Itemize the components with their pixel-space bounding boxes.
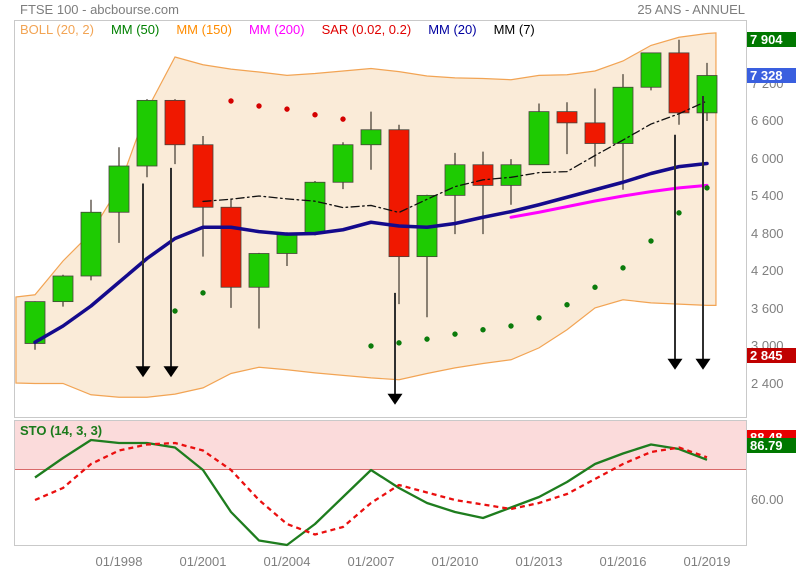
x-axis-label: 01/2007 <box>347 554 395 569</box>
y-axis-label: 3 600 <box>751 300 784 316</box>
legend-item: SAR (0.02, 0.2) <box>321 22 412 37</box>
y-axis-label: 5 400 <box>751 188 784 203</box>
stochastic-panel[interactable] <box>14 420 747 546</box>
stochastic-k-badge: 86.79 <box>747 438 796 453</box>
y-axis-label: 4 200 <box>751 263 784 278</box>
legend-item: MM (200) <box>248 22 305 37</box>
legend-item: MM (50) <box>110 22 160 37</box>
x-axis-label: 01/2001 <box>179 554 227 569</box>
y-axis-label: 2 400 <box>751 375 784 391</box>
indicator-legend: BOLL (20, 2) MM (50) MM (150) MM (200) SAR (… <box>20 22 535 37</box>
stochastic-label: STO (14, 3, 3) <box>20 423 103 438</box>
period-label: 25 ANS - ANNUEL <box>637 2 745 17</box>
legend-item: MM (150) <box>176 22 232 37</box>
low-price-badge: 2 845 <box>747 348 796 364</box>
last-price-badge: 7 328 <box>747 68 796 83</box>
x-axis-label: 01/2013 <box>515 554 563 569</box>
y-axis-label: 6 000 <box>751 150 784 166</box>
overbought-zone <box>15 421 746 470</box>
high-price-badge: 7 904 <box>747 32 796 47</box>
x-axis-label: 01/2010 <box>431 554 479 569</box>
x-axis-label: 01/2016 <box>599 554 647 569</box>
y-axis-label: 6 600 <box>751 113 784 128</box>
main-price-panel[interactable] <box>14 20 747 418</box>
stochastic-tick-label: 60.00 <box>751 492 784 507</box>
x-axis-label: 01/1998 <box>95 554 143 569</box>
legend-item: MM (7) <box>493 22 535 37</box>
page-title: FTSE 100 - abcbourse.com <box>20 2 179 17</box>
x-axis-label: 01/2019 <box>683 554 731 569</box>
y-axis-label: 4 800 <box>751 225 784 241</box>
legend-item: MM (20) <box>428 22 477 37</box>
x-axis-label: 01/2004 <box>263 554 311 569</box>
legend-item: BOLL (20, 2) <box>20 22 94 37</box>
title-bar: FTSE 100 - abcbourse.com 25 ANS - ANNUEL <box>0 2 800 18</box>
